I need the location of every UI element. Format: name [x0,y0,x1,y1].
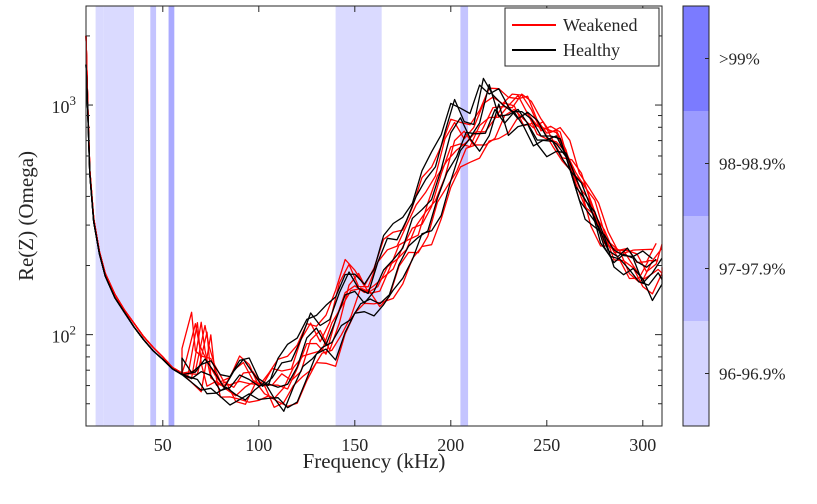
x-tick-label: 50 [154,435,172,455]
significance-band [95,6,104,426]
colorbar-segment [683,216,709,321]
significance-band [103,6,134,426]
y-tick-label: 102 [52,323,77,347]
colorbar-label: 97-97.9% [719,260,786,279]
colorbar-frame [682,5,710,427]
x-tick-label: 150 [341,435,368,455]
colorbar-label: >99% [719,50,760,69]
x-tick-label: 100 [245,435,272,455]
legend: Weakened Healthy [504,7,660,67]
significance-bands [95,6,469,426]
significance-band [335,6,382,426]
colorbar-label: 98-98.9% [719,155,786,174]
legend-label-healthy: Healthy [563,40,620,60]
significance-band [150,6,157,426]
x-axis-ticks: 50 100 150 200 250 300 [154,6,656,455]
y-tick-label: 103 [52,93,77,117]
series-lines [85,35,663,412]
colorbar-segment [683,111,709,216]
legend-label-weakened: Weakened [563,15,638,35]
colorbar-segment [683,6,709,111]
y-axis-ticks: 102 103 [52,35,662,427]
x-axis-label: Frequency (kHz) [303,449,446,473]
significance-band [168,6,175,426]
y-axis-label: Re(Z) (Omega) [14,151,38,281]
colorbar-label: 96-96.9% [719,365,786,384]
x-tick-label: 250 [533,435,560,455]
colorbar-segment [683,321,709,426]
series-line-healthy [85,64,653,386]
significance-band [460,6,469,426]
x-tick-label: 300 [629,435,656,455]
x-tick-label: 200 [437,435,464,455]
colorbar: >99% 98-98.9% 97-97.9% 96-96.9% [682,5,786,427]
plot-frame [85,5,663,427]
legend-box [504,7,660,67]
